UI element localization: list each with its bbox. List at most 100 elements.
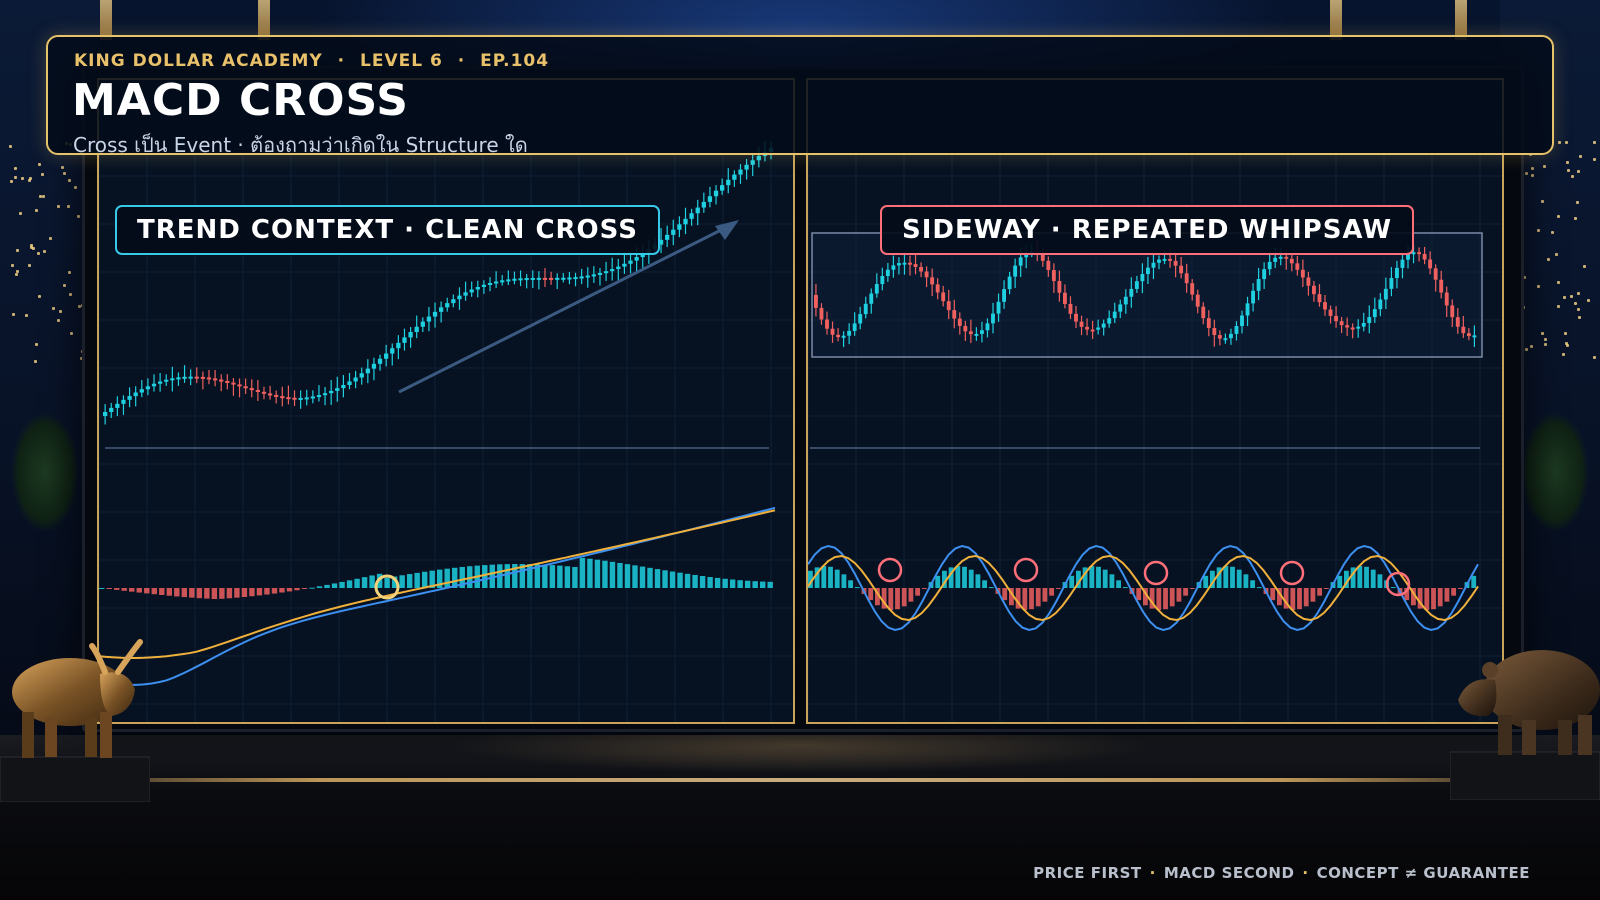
bear-candle xyxy=(1339,321,1344,326)
bull-candle xyxy=(500,280,505,283)
macd-histogram-bar xyxy=(1310,588,1316,602)
trend-chart-panel xyxy=(97,78,795,724)
bull-candle xyxy=(335,388,340,391)
bull-candle xyxy=(377,358,383,364)
bear-candle xyxy=(957,318,962,326)
bear-candle xyxy=(194,376,199,379)
bear-candle xyxy=(941,292,946,302)
macd-histogram-bar xyxy=(256,588,263,596)
bull-candle xyxy=(481,284,487,287)
bull-candle xyxy=(1234,326,1239,334)
macd-histogram-bar xyxy=(1230,566,1235,588)
macd-histogram-bar xyxy=(962,566,967,588)
bear-candle xyxy=(1433,268,1438,280)
macd-histogram-bar xyxy=(915,588,921,596)
bull-candle xyxy=(1356,326,1361,329)
bear-candle xyxy=(913,264,918,267)
macd-histogram-bar xyxy=(1002,588,1008,601)
bull-candle xyxy=(1395,267,1399,278)
macd-histogram-bar xyxy=(136,588,142,593)
city-light xyxy=(35,209,39,213)
macd-histogram-bar xyxy=(1015,588,1021,609)
bull-candle xyxy=(1107,318,1112,324)
macd-histogram-bar xyxy=(279,588,285,593)
macd-histogram-bar xyxy=(1404,588,1410,601)
bull-candle xyxy=(616,266,621,270)
bull-candle xyxy=(1389,277,1394,289)
macd-histogram-bar xyxy=(482,565,488,588)
city-light xyxy=(1540,332,1544,336)
macd-histogram-bar xyxy=(391,576,398,588)
macd-histogram-bar xyxy=(1431,588,1436,610)
bear-candle xyxy=(1085,326,1090,330)
macd-histogram-bar xyxy=(189,588,195,598)
bull-candle xyxy=(451,299,456,304)
macd-histogram-bar xyxy=(684,573,691,588)
bull-candle xyxy=(1002,289,1007,302)
bull-candle xyxy=(347,381,352,386)
macd-histogram-bar xyxy=(181,588,188,598)
city-light xyxy=(56,204,60,208)
bear-candle xyxy=(1295,263,1300,270)
city-light xyxy=(1542,165,1546,169)
macd-histogram-bar xyxy=(1049,588,1055,596)
macd-histogram-bar xyxy=(534,564,541,588)
macd-histogram-bar xyxy=(542,564,548,588)
macd-histogram-bar xyxy=(594,559,601,588)
macd-histogram-bar xyxy=(1297,588,1302,610)
macd-histogram-bar xyxy=(908,588,914,602)
city-light xyxy=(1575,201,1579,205)
macd-histogram-bar xyxy=(1069,575,1075,588)
macd-histogram-bar xyxy=(1143,588,1148,606)
plant-right xyxy=(1510,370,1600,540)
macd-histogram-bar xyxy=(654,569,661,588)
bear-candle xyxy=(963,325,968,332)
macd-histogram-bar xyxy=(821,566,827,588)
macd-histogram-bar xyxy=(1377,574,1383,588)
macd-histogram-bar xyxy=(1337,575,1343,588)
bull-candle xyxy=(1112,311,1117,319)
macd-histogram-bar xyxy=(144,588,150,594)
bear-candle xyxy=(542,277,548,280)
bull-candle xyxy=(585,275,590,278)
separator: · xyxy=(457,51,466,71)
macd-histogram-bar xyxy=(1210,570,1215,588)
macd-histogram-bar xyxy=(988,587,994,589)
macd-histogram-bar xyxy=(868,588,874,601)
macd-histogram-bar xyxy=(1216,567,1222,588)
macd-histogram-bar xyxy=(1364,566,1369,588)
macd-histogram-bar xyxy=(1149,588,1155,609)
bear-candle xyxy=(237,384,242,387)
macd-histogram-bar xyxy=(1109,574,1115,588)
bull-candle xyxy=(1472,335,1477,338)
macd-histogram-bar xyxy=(895,588,900,610)
city-light xyxy=(67,270,71,274)
bear-candle xyxy=(968,331,973,335)
bear-candle xyxy=(819,307,824,320)
macd-histogram-bar xyxy=(759,581,766,588)
city-light xyxy=(1592,158,1596,162)
bull-candle xyxy=(628,260,633,264)
city-light xyxy=(1574,302,1578,305)
bull-candle xyxy=(713,190,719,197)
macd-histogram-bar xyxy=(174,588,180,597)
trend-chart xyxy=(99,80,793,722)
macd-histogram-bar xyxy=(677,572,683,588)
city-light xyxy=(1550,230,1554,234)
macd-histogram-bar xyxy=(249,588,255,597)
macd-histogram-bar xyxy=(106,588,112,589)
city-light xyxy=(1531,167,1535,171)
macd-histogram-bar xyxy=(99,588,105,589)
city-light xyxy=(1554,253,1558,257)
city-light xyxy=(1576,169,1580,173)
city-light xyxy=(51,306,55,310)
bull-candle xyxy=(597,272,603,275)
city-light xyxy=(1573,217,1577,221)
macd-histogram-bar xyxy=(1451,588,1457,596)
city-light xyxy=(1537,228,1541,232)
bull-candle xyxy=(841,335,846,338)
bull-candle xyxy=(1240,315,1244,327)
city-light xyxy=(74,185,78,189)
sideway-chart xyxy=(808,80,1502,722)
macd-histogram-bar xyxy=(1344,570,1349,588)
